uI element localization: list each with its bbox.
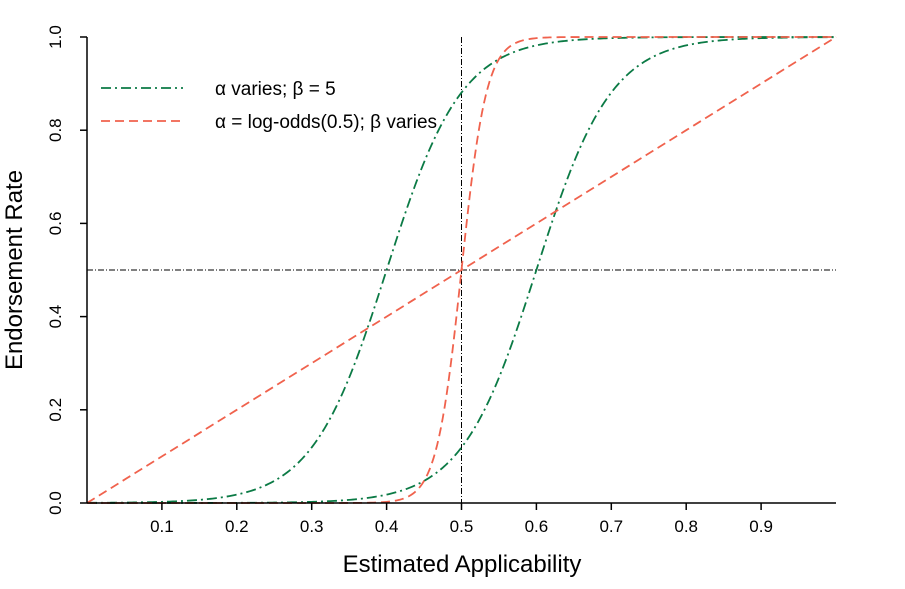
x-tick-label: 0.2 [225, 517, 249, 536]
x-tick-label: 0.3 [300, 517, 324, 536]
y-ticks: 0.0 0.2 0.4 0.6 0.8 1.0 [46, 25, 87, 515]
x-tick-label: 0.6 [525, 517, 549, 536]
x-tick-label: 0.9 [749, 517, 773, 536]
x-ticks: 0.1 0.2 0.3 0.4 0.5 0.6 0.7 0.8 0.9 [150, 503, 773, 536]
series-line-alpha-varies-0 [87, 36, 836, 504]
series-line-beta-varies-2 [86, 36, 837, 504]
y-tick-label: 1.0 [46, 25, 65, 49]
y-axis-title: Endorsement Rate [1, 170, 28, 370]
series-line-beta-varies-3 [87, 36, 836, 504]
y-tick-label: 0.2 [46, 398, 65, 422]
y-tick-label: 0.8 [46, 118, 65, 142]
x-axis-title: Estimated Applicability [343, 551, 582, 578]
y-tick-label: 0.0 [46, 491, 65, 515]
y-tick-label: 0.4 [46, 305, 65, 329]
x-tick-label: 0.7 [599, 517, 623, 536]
legend-label-alpha-varies: α varies; β = 5 [215, 79, 336, 100]
x-tick-label: 0.4 [375, 517, 399, 536]
x-tick-label: 0.5 [450, 517, 474, 536]
x-tick-label: 0.8 [674, 517, 698, 536]
x-tick-label: 0.1 [150, 517, 174, 536]
legend: α varies; β = 5 α = log-odds(0.5); β var… [101, 79, 437, 133]
y-tick-label: 0.6 [46, 212, 65, 236]
legend-label-beta-varies: α = log-odds(0.5); β varies [215, 112, 437, 133]
